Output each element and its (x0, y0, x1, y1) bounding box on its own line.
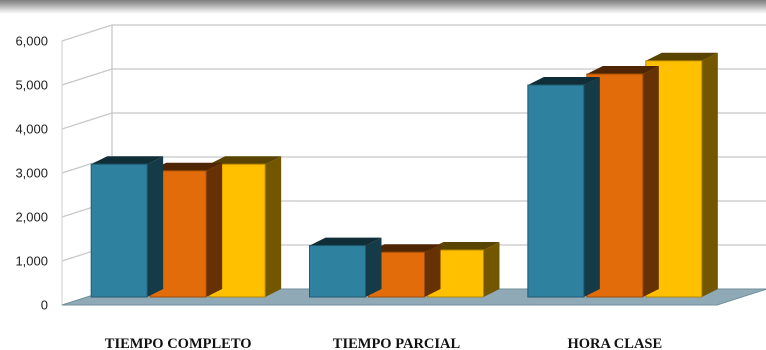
bar-top (209, 156, 282, 165)
x-category-label: TIEMPO PARCIAL (333, 336, 461, 350)
side-gridline (61, 112, 113, 130)
y-tick-label: 3,000 (15, 166, 48, 181)
y-tick-label: 5,000 (15, 78, 48, 93)
bar-side (642, 66, 659, 297)
bar-side (147, 156, 164, 297)
bar (90, 163, 148, 298)
bar-top (368, 244, 441, 253)
bar-side (265, 156, 282, 297)
y-tick-label: 0 (41, 298, 48, 313)
bar-side (701, 52, 718, 297)
bar-side (483, 242, 500, 297)
bar (309, 245, 366, 298)
bar-top (586, 66, 659, 74)
y-tick-label: 6,000 (15, 34, 48, 49)
bar-top (150, 162, 223, 171)
side-gridline (61, 68, 113, 86)
x-category-label: TIEMPO COMPLETO (105, 336, 252, 350)
bar (527, 84, 585, 298)
bar-side (206, 162, 223, 297)
y-tick-label: 4,000 (15, 122, 48, 137)
x-category-label: HORA CLASE (567, 336, 662, 350)
bar-top (645, 52, 718, 61)
bar-side (583, 77, 600, 297)
bar-top (309, 237, 382, 246)
bar-top (427, 242, 500, 250)
bar-top (527, 77, 600, 85)
bar-side (365, 237, 382, 297)
bar-side (424, 244, 441, 297)
y-tick-label: 1,000 (15, 254, 48, 269)
bar-top (91, 156, 164, 165)
top-border-strip (0, 0, 766, 14)
y-tick-label: 2,000 (15, 210, 48, 225)
side-gridline (61, 24, 113, 42)
